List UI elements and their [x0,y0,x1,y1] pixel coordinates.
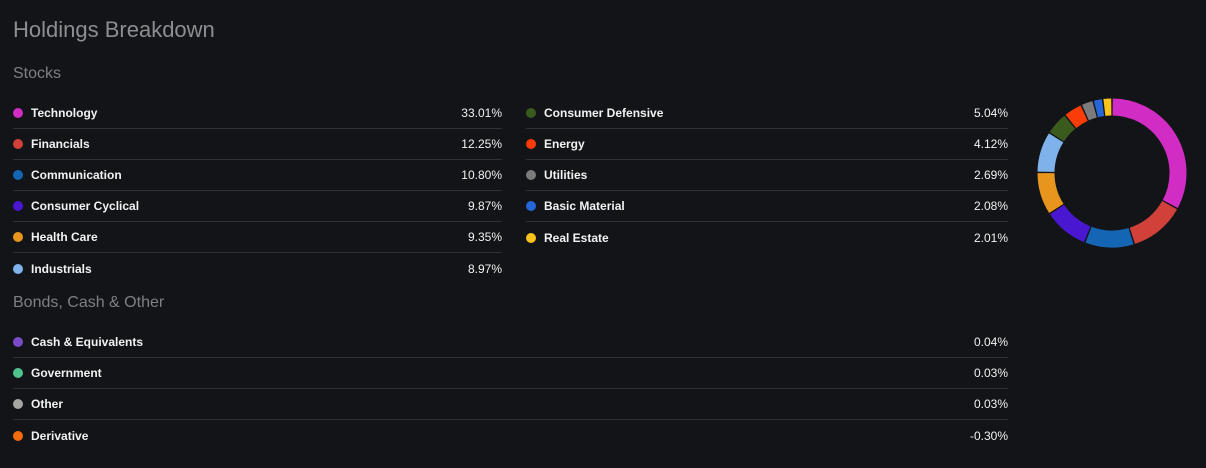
sector-value: 2.69% [973,168,1008,182]
sector-label: Utilities [544,168,588,182]
legend-dot-icon [13,399,23,409]
holding-row: Government 0.03% [13,358,1008,389]
sector-value: 2.08% [973,199,1008,213]
holding-row: Cash & Equivalents 0.04% [13,327,1008,358]
legend-dot-icon [13,139,23,149]
holding-row: Derivative -0.30% [13,420,1008,451]
sector-label: Basic Material [544,199,625,213]
sector-value: 2.01% [973,230,1008,245]
legend-dot-icon [13,337,23,347]
legend-dot-icon [13,108,23,118]
legend-dot-icon [13,170,23,180]
legend-dot-icon [526,139,536,149]
donut-slice-financials[interactable] [1129,200,1178,244]
sector-value: 10.80% [461,168,502,182]
sector-row: Energy 4.12% [526,129,1008,160]
sector-row: Industrials 8.97% [13,253,502,284]
legend-dot-icon [526,232,536,243]
donut-slice-basic-material[interactable] [1093,99,1105,118]
legend-dot-icon [13,263,23,274]
sector-value: 33.01% [461,106,502,120]
donut-slice-industrials[interactable] [1037,133,1064,173]
legend-dot-icon [13,430,23,441]
sector-label: Health Care [31,230,98,244]
stocks-list-left: Technology 33.01% Financials 12.25% Communic… [13,98,502,284]
sector-value: 4.12% [973,137,1008,151]
legend-dot-icon [13,201,23,211]
legend-dot-icon [526,201,536,211]
donut-slice-consumer-cyclical[interactable] [1050,204,1091,243]
holding-label: Other [31,397,64,411]
sector-row: Consumer Defensive 5.04% [526,98,1008,129]
stocks-heading: Stocks [13,65,62,82]
sector-value: 5.04% [973,106,1008,120]
sector-label: Energy [544,137,585,151]
sector-label: Real Estate [544,230,609,245]
holding-value: 0.03% [973,366,1008,380]
holding-label: Cash & Equivalents [31,335,144,349]
legend-dot-icon [13,232,23,242]
holding-value: 0.04% [973,335,1008,349]
sector-row: Consumer Cyclical 9.87% [13,191,502,222]
donut-slice-energy[interactable] [1065,105,1088,129]
bonds-list: Cash & Equivalents 0.04% Government 0.03% Ot… [13,327,1008,451]
sector-label: Consumer Defensive [544,106,664,120]
sector-row: Communication 10.80% [13,160,502,191]
donut-slice-health-care[interactable] [1037,172,1064,214]
donut-slice-utilities[interactable] [1081,101,1097,121]
sector-value: 8.97% [467,261,502,276]
sector-value: 12.25% [461,137,502,151]
sector-label: Financials [31,137,90,151]
holding-row: Other 0.03% [13,389,1008,420]
sector-row: Health Care 9.35% [13,222,502,253]
page-title: Holdings Breakdown [13,17,215,42]
legend-dot-icon [526,108,536,118]
legend-dot-icon [13,368,23,378]
sector-label: Industrials [31,261,92,276]
holding-label: Derivative [31,428,89,443]
sector-row: Technology 33.01% [13,98,502,129]
sector-label: Consumer Cyclical [31,199,140,213]
bonds-heading: Bonds, Cash & Other [13,294,165,311]
holdings-donut-chart [1037,98,1187,248]
sector-label: Communication [31,168,122,182]
sector-row: Real Estate 2.01% [526,222,1008,253]
holding-value: -0.30% [969,428,1008,443]
sector-row: Financials 12.25% [13,129,502,160]
donut-slice-communication[interactable] [1085,226,1134,248]
sector-value: 9.35% [467,230,502,244]
sector-row: Utilities 2.69% [526,160,1008,191]
sector-row: Basic Material 2.08% [526,191,1008,222]
stocks-list-right: Consumer Defensive 5.04% Energy 4.12% Utilit… [526,98,1008,253]
holding-label: Government [31,366,102,380]
legend-dot-icon [526,170,536,180]
donut-slice-technology[interactable] [1112,98,1187,208]
donut-slice-consumer-defensive[interactable] [1049,115,1076,142]
holding-value: 0.03% [973,397,1008,411]
sector-value: 9.87% [467,199,502,213]
sector-label: Technology [31,106,98,120]
